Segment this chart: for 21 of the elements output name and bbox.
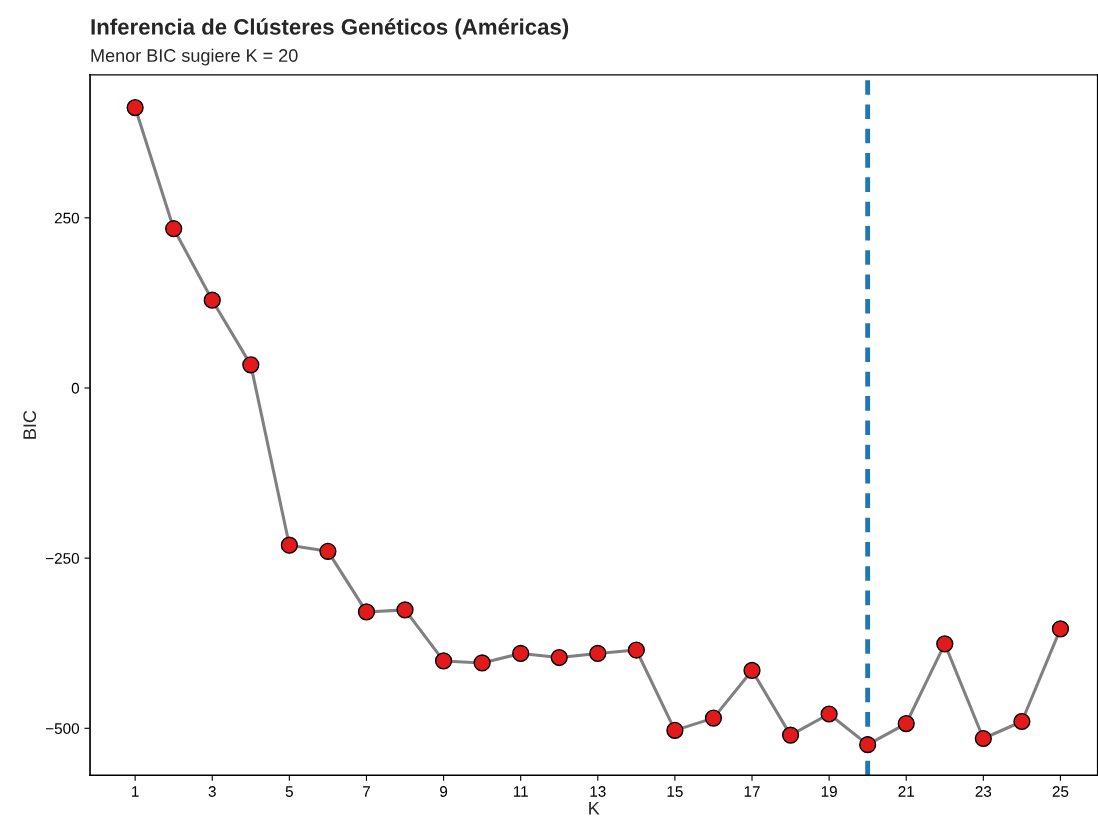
x-tick-label: 3 xyxy=(208,786,216,797)
x-tick-label: 17 xyxy=(744,786,760,797)
x-tick-label: 1 xyxy=(132,786,139,797)
y-tick-label: −250 xyxy=(45,553,80,564)
y-axis-title: BIC xyxy=(23,410,37,439)
x-tick-label: 23 xyxy=(975,786,992,797)
x-tick-label: 5 xyxy=(285,786,293,797)
x-tick-label: 11 xyxy=(513,786,528,797)
x-tick-label: 15 xyxy=(667,786,683,797)
y-tick-label: −500 xyxy=(45,723,80,734)
x-tick-label: 7 xyxy=(363,786,370,797)
x-axis-title: K xyxy=(589,801,600,815)
x-tick-label: 21 xyxy=(898,786,914,797)
x-tick-label: 13 xyxy=(590,786,606,797)
chart-subtitle: Menor BIC sugiere K = 20 xyxy=(91,48,298,66)
x-tick-label: 25 xyxy=(1052,786,1069,797)
x-tick-label: 19 xyxy=(821,786,837,797)
chart-title: Inferencia de Clústeres Genéticos (Américas) xyxy=(91,18,569,40)
x-tick-label: 9 xyxy=(440,786,448,797)
y-tick-label: 0 xyxy=(71,382,80,394)
y-tick-label: 250 xyxy=(54,212,80,224)
